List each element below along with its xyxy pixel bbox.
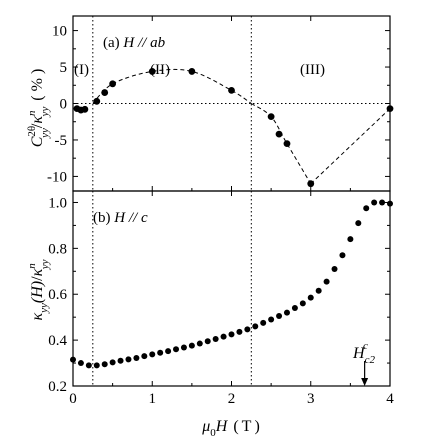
panel-a-data-point	[109, 80, 117, 88]
panel-b-xtick-label: 0	[69, 391, 77, 407]
panel-b-xtick-label: 4	[386, 391, 394, 407]
panel-a-ytick-label: -5	[55, 133, 68, 149]
panel-a-guide-curves	[92, 68, 391, 185]
panel-a-ytick-label: 10	[52, 24, 67, 40]
panel-b-data-point	[101, 361, 108, 368]
panel-a-ytick-label: -10	[47, 169, 67, 185]
region-label-iii: (III)	[300, 62, 325, 78]
panel-b-ytick-label: 0.2	[48, 379, 67, 395]
panel-b-data-point	[276, 313, 283, 320]
panel-a-guide-curve-1	[251, 103, 312, 184]
panel-a-data-point	[148, 68, 156, 75]
hc2-arrow-head	[361, 378, 369, 386]
panel-a-data-point	[386, 105, 394, 113]
panel-b-data-point	[85, 362, 92, 369]
panel-b-data-point	[133, 355, 140, 362]
panel-b-data-point	[347, 236, 354, 243]
panel-a-title: (a) H // ab	[103, 35, 166, 51]
panel-a-guide-curve-2	[310, 108, 391, 185]
panel-a-data-point	[93, 97, 101, 105]
panel-b-data-point	[323, 278, 330, 285]
panel-b-data-point	[299, 300, 306, 307]
panel-b-data-point	[268, 316, 275, 323]
panel-b-data-point	[70, 356, 76, 363]
panel-a-ticks	[72, 16, 391, 191]
panel-b-data-point	[228, 331, 235, 338]
panel-b-data-point	[236, 328, 243, 335]
panel-b-data-point	[315, 287, 322, 294]
panel-b-data-point	[220, 333, 227, 340]
panel-b-data-point	[141, 353, 148, 360]
panel-b-ytick-label: 0.8	[48, 241, 67, 257]
panel-b-data-point	[244, 326, 251, 333]
panel-b-data-point	[291, 305, 298, 311]
panel-b-data-point	[196, 340, 203, 347]
panel-b-data-point	[379, 199, 386, 206]
panel-a-data-point	[307, 180, 315, 188]
panel-b-data-point	[77, 360, 84, 367]
panel-b-data-point	[283, 309, 290, 316]
panel-b-title: (b) H // c	[93, 210, 148, 226]
panel-a-guide-curve-0	[92, 68, 252, 104]
panel-b-data-point	[125, 356, 132, 363]
hc2-annotation-label: Hc2c	[352, 340, 375, 366]
panel-b-data-point	[93, 362, 100, 369]
panel-b-data-point	[363, 205, 370, 212]
panel-a-tick-labels: 10 5 0 -5 -10	[47, 24, 67, 186]
x-axis-label: μ0H(T)	[201, 418, 260, 439]
panel-a-data-point	[283, 140, 291, 148]
panel-a-guides	[73, 16, 390, 191]
panel-b-data-point	[355, 220, 362, 227]
region-label-ii: (II)	[150, 62, 170, 78]
panel-b-y-label: κyy(H)/κnyy	[26, 259, 51, 320]
panel-b-data-point	[260, 319, 267, 326]
panel-b-data-point	[157, 349, 164, 356]
panel-b-data-point	[180, 344, 187, 351]
panel-b-data-point	[149, 351, 156, 358]
panel-b-data-point	[387, 200, 393, 207]
panel-a-data-point	[101, 89, 109, 96]
panel-a-y-label: C2θyy/κnyy(%)	[26, 69, 51, 148]
panel-b-guides	[92, 191, 252, 386]
panel-a-data-point	[188, 68, 196, 75]
panel-a-data-point	[267, 113, 275, 121]
region-label-i: (I)	[74, 62, 89, 78]
panel-b-data-point	[212, 335, 219, 342]
panel-b-ytick-label: 1.0	[48, 195, 67, 211]
panel-a-ytick-label: 5	[60, 60, 68, 76]
panel-b-data-point	[339, 252, 346, 259]
panel-a-data-point	[275, 130, 283, 138]
panel-b-data-point	[188, 342, 195, 349]
panel-b-data-point	[173, 346, 180, 353]
panel-a-data-point	[228, 86, 235, 94]
panel-a-points	[73, 68, 394, 188]
panel-b-points	[70, 199, 393, 369]
panel-a-ytick-label: 0	[60, 97, 68, 113]
panel-b-data-point	[117, 357, 124, 364]
panel-b-xtick-label: 2	[228, 391, 236, 407]
panel-b-data-point	[331, 266, 338, 272]
panel-b-data-point	[109, 359, 116, 366]
panel-b-data-point	[371, 199, 378, 206]
panel-b-tick-labels: 1.0 0.8 0.6 0.4 0.20 1 2 3 4	[48, 195, 394, 407]
panel-b-data-point	[204, 338, 211, 345]
panel-b-data-point	[165, 348, 172, 355]
panel-b-data-point	[307, 294, 314, 301]
panel-a-data-point	[81, 105, 89, 113]
panel-b-xtick-label: 3	[307, 391, 315, 407]
panel-b-xtick-label: 1	[149, 391, 157, 407]
panel-b-ytick-label: 0.6	[48, 287, 67, 303]
panel-b-ytick-label: 0.4	[48, 333, 67, 349]
panel-b-data-point	[252, 323, 259, 330]
